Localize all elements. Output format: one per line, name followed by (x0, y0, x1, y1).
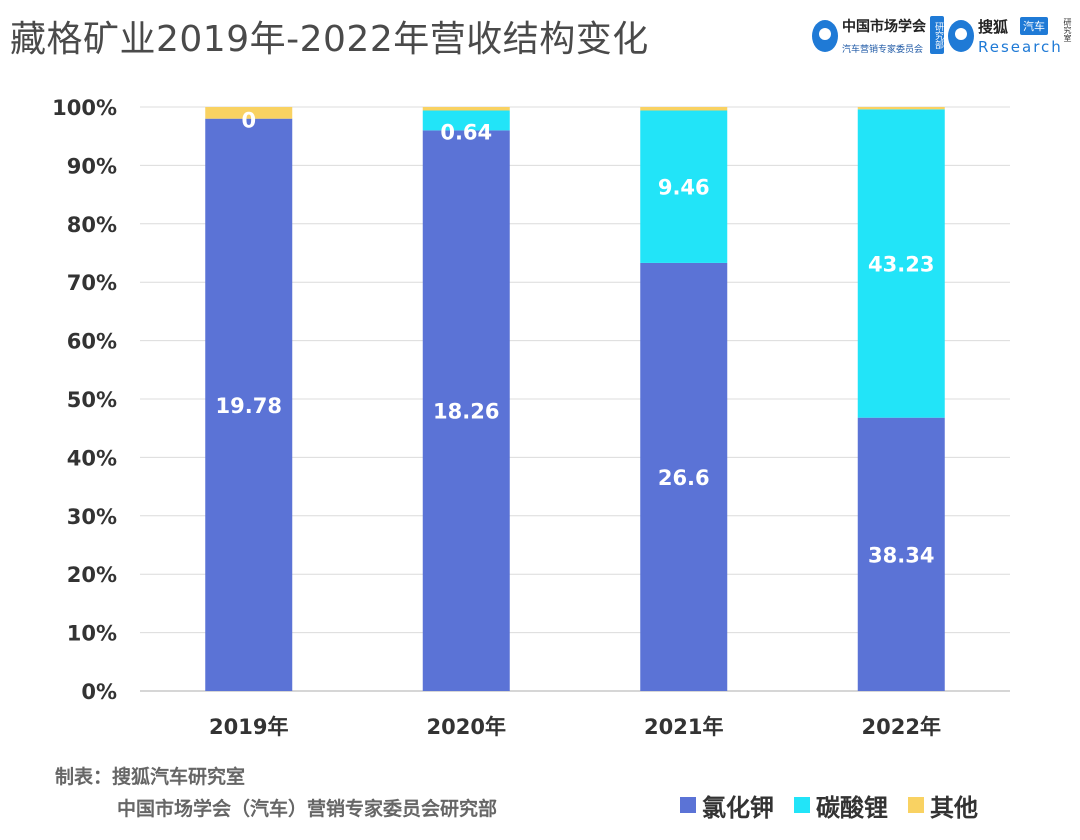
bar-segment (640, 262, 728, 691)
y-tick-label: 10% (67, 622, 117, 646)
y-tick-label: 50% (67, 388, 117, 412)
bar-segment (422, 110, 510, 131)
x-tick-label: 2020年 (427, 715, 506, 739)
sohu-logo-name: 搜狐 (978, 18, 1009, 36)
data-label: 0 (241, 109, 256, 133)
csma-logo-name: 中国市场学会 (842, 19, 926, 35)
legend-swatch (908, 797, 924, 813)
y-tick-label: 100% (52, 96, 117, 120)
legend-item: 其他 (908, 788, 978, 823)
csma-logo: 中国市场学会 研究部 汽车营销专家委员会 (812, 14, 944, 60)
footer-source: 中国市场学会（汽车）营销专家委员会研究部 (117, 798, 498, 820)
bar-segment (640, 110, 728, 263)
data-label: 38.34 (868, 543, 934, 567)
data-label: 43.23 (868, 253, 934, 277)
y-tick-label: 70% (67, 271, 117, 295)
y-tick-label: 60% (67, 330, 117, 354)
y-axis-ticks: 0% 10% 20% 30% 40% 50% 60% 70% 80% 90% 100% (52, 96, 117, 704)
y-tick-label: 20% (67, 563, 117, 587)
bar-segment (857, 417, 945, 691)
y-tick-label: 90% (67, 154, 117, 178)
sohu-logo-side-text: 研究室 (1063, 18, 1072, 42)
legend-swatch (794, 797, 810, 813)
bar-segment (422, 130, 510, 692)
legend-swatch (680, 797, 696, 813)
legend-label: 氯化钾 (702, 793, 774, 822)
data-label: 26.6 (658, 466, 710, 490)
footer-made-by: 制表：搜狐汽车研究室 (55, 766, 246, 788)
q-circle-logo-icon (948, 20, 974, 52)
bar-segment (205, 107, 293, 119)
sohu-logo-badge: 汽车 (1020, 17, 1048, 35)
data-label: 18.26 (433, 400, 499, 424)
data-label: 9.46 (658, 176, 710, 200)
chart-legend: 氯化钾 碳酸锂 其他 (680, 788, 978, 823)
legend-label: 其他 (930, 793, 978, 822)
legend-label: 碳酸锂 (816, 793, 888, 822)
bar-segment (857, 107, 945, 110)
x-tick-label: 2021年 (644, 715, 723, 739)
bar-segment (205, 118, 293, 692)
q-circle-logo-icon (812, 20, 838, 52)
legend-item: 碳酸锂 (794, 788, 888, 823)
legend-item: 氯化钾 (680, 788, 774, 823)
csma-logo-subtitle: 汽车营销专家委员会 (842, 45, 924, 55)
sohu-research-logo: 搜狐 汽车 Research 研究室 (948, 14, 1074, 60)
bar-segment (640, 107, 728, 111)
bar-segment (857, 109, 945, 418)
bars (205, 107, 945, 692)
x-axis-ticks: 2019年 2020年 2021年 2022年 (209, 715, 941, 739)
csma-logo-badge: 研究部 (930, 16, 944, 54)
x-tick-label: 2022年 (862, 715, 941, 739)
data-labels: 19.78 0 18.26 0.64 26.6 9.46 38.34 43.23 (216, 109, 935, 568)
data-label: 19.78 (216, 394, 282, 418)
y-tick-label: 80% (67, 213, 117, 237)
sohu-logo-subtitle: Research (978, 38, 1063, 56)
chart-title: 藏格矿业2019年-2022年营收结构变化 (10, 19, 649, 60)
x-tick-label: 2019年 (209, 715, 288, 739)
data-label: 0.64 (440, 120, 492, 144)
bar-segment (422, 107, 510, 111)
logo-group: 中国市场学会 研究部 汽车营销专家委员会 搜狐 汽车 Research 研究室 (812, 14, 1074, 60)
y-tick-label: 40% (67, 446, 117, 470)
y-tick-label: 0% (81, 680, 117, 704)
y-tick-label: 30% (67, 505, 117, 529)
